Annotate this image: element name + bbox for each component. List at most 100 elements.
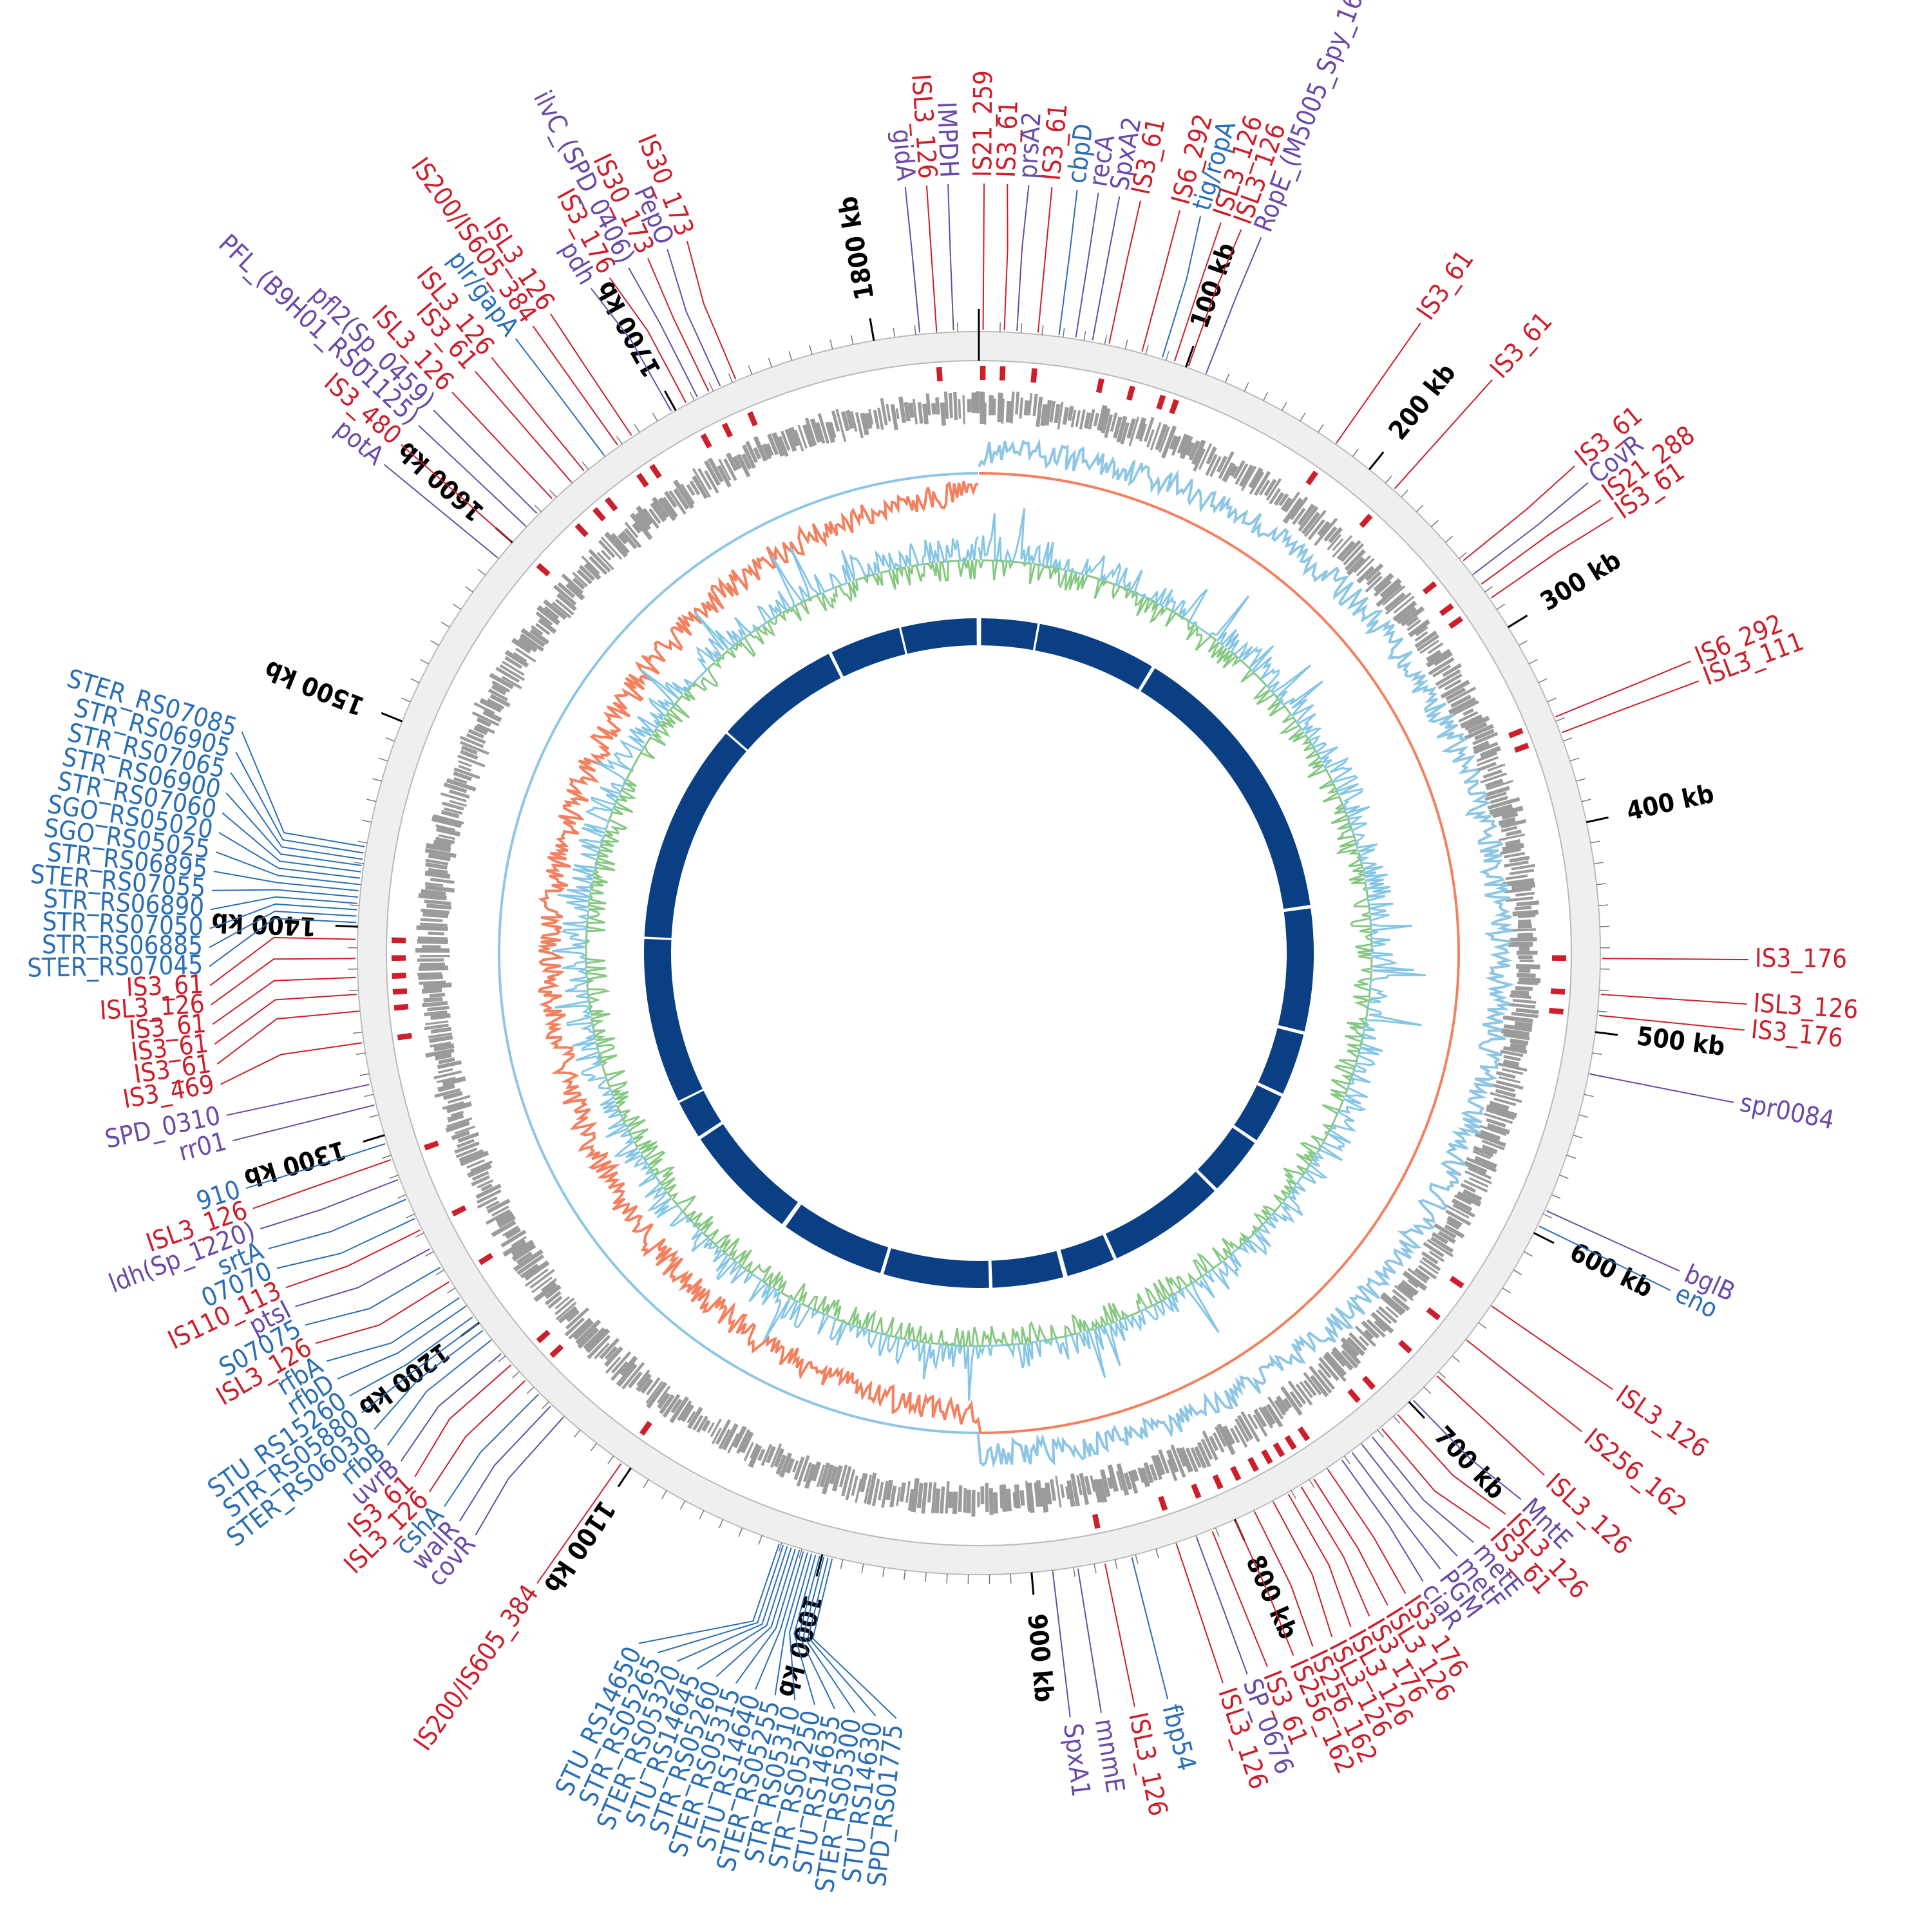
gene-mark [1229, 465, 1239, 477]
gene-mark [1194, 1446, 1207, 1469]
gene-mark [1467, 722, 1488, 734]
gene-mark [1474, 1132, 1506, 1148]
gene-mark [581, 555, 600, 574]
gene-mark [948, 1492, 954, 1508]
gene-mark [603, 1346, 623, 1367]
minor-tick [355, 1052, 366, 1056]
gene-mark [1459, 714, 1483, 729]
gene-mark [538, 618, 557, 634]
gene-mark [501, 676, 522, 690]
scale-tick-label: 1500 kb [260, 654, 368, 721]
gene-mark [433, 1043, 455, 1052]
gene-mark [989, 395, 994, 415]
gene-mark [1115, 1470, 1124, 1491]
gene-mark [421, 987, 442, 994]
gene-mark [797, 424, 808, 449]
gene-mark [841, 1466, 852, 1497]
gene-mark [1509, 855, 1530, 863]
is-element-mark [1422, 581, 1437, 595]
gene-mark [868, 408, 874, 425]
gene-mark [495, 667, 520, 683]
gene-mark [1209, 1435, 1219, 1452]
gene-mark [1505, 896, 1534, 902]
gene-mark [784, 428, 797, 452]
gene-mark [598, 540, 616, 558]
major-tick [1533, 1232, 1555, 1244]
minor-tick [1551, 1194, 1561, 1199]
is-element-mark [1126, 385, 1135, 401]
callout-leader-line [451, 392, 553, 500]
minor-tick [590, 1443, 598, 1452]
gene-mark [1155, 423, 1168, 451]
minor-tick [1135, 1554, 1139, 1564]
minor-tick [1352, 448, 1359, 457]
callout-leader-line [252, 1159, 392, 1209]
gene-mark [440, 810, 460, 819]
gene-mark [1128, 1470, 1139, 1494]
gene-mark [1110, 412, 1118, 432]
gene-mark [1515, 1008, 1539, 1014]
gene-mark [424, 882, 444, 887]
gene-mark [1041, 1487, 1049, 1513]
gene-mark [704, 470, 719, 494]
callout-leader-line [444, 1394, 539, 1508]
gene-mark [611, 1361, 629, 1381]
gene-mark [1490, 795, 1508, 804]
gene-mark [652, 497, 669, 519]
gene-mark [1426, 649, 1452, 668]
minor-tick [1062, 327, 1065, 337]
major-tick [1185, 345, 1195, 368]
gene-mark [1158, 1449, 1170, 1474]
gene-mark [1062, 407, 1070, 425]
gene-mark [585, 1328, 611, 1354]
gene-mark [802, 1462, 812, 1482]
synteny-block [883, 1248, 989, 1288]
is-element-mark [1030, 368, 1037, 383]
gene-mark [531, 625, 544, 636]
gene-mark [524, 1268, 549, 1287]
gene-mark [1214, 1426, 1227, 1447]
backbone-inner-edge [386, 360, 1572, 1546]
synteny-block [644, 734, 747, 938]
minor-tick [1155, 1548, 1159, 1558]
gene-mark [687, 1406, 703, 1430]
gene-mark [880, 397, 888, 426]
gene-mark [1428, 1250, 1445, 1263]
annotation-label: ISL3_126 [905, 73, 942, 180]
minor-tick [1165, 351, 1170, 361]
gene-mark [766, 443, 774, 457]
gene-mark [802, 424, 815, 448]
gene-mark [1426, 649, 1442, 663]
gene-mark [433, 1070, 462, 1079]
gene-mark [1473, 1146, 1494, 1158]
minor-tick [573, 1429, 581, 1438]
gene-mark [1346, 1336, 1365, 1356]
callout-leader-line [222, 812, 361, 873]
gene-mark [1416, 634, 1440, 652]
gene-mark [1481, 1144, 1498, 1155]
gene-mark [431, 816, 462, 828]
callout-leader-line [1003, 184, 1009, 330]
gene-mark [1356, 558, 1375, 577]
callout-leader-line [1599, 1014, 1745, 1031]
gene-mark [635, 512, 651, 531]
gene-mark [544, 606, 560, 620]
callout-leader-line [209, 918, 357, 967]
gene-mark [1222, 462, 1236, 483]
gene-mark [551, 601, 572, 619]
minor-tick [925, 1572, 927, 1582]
callout-leader-line [361, 1323, 478, 1414]
gene-mark [636, 1369, 650, 1387]
gene-mark [1197, 1441, 1211, 1468]
minor-tick [1430, 520, 1439, 527]
gene-mark [1034, 1482, 1039, 1507]
gene-mark [466, 1159, 486, 1169]
gene-mark [1511, 1012, 1539, 1018]
gene-mark [825, 421, 836, 444]
gene-mark [1499, 833, 1525, 842]
gene-mark [636, 1373, 652, 1392]
minor-tick [799, 1548, 802, 1558]
minor-tick [1562, 737, 1573, 742]
gene-mark [1019, 1490, 1025, 1506]
gene-mark [736, 453, 751, 478]
